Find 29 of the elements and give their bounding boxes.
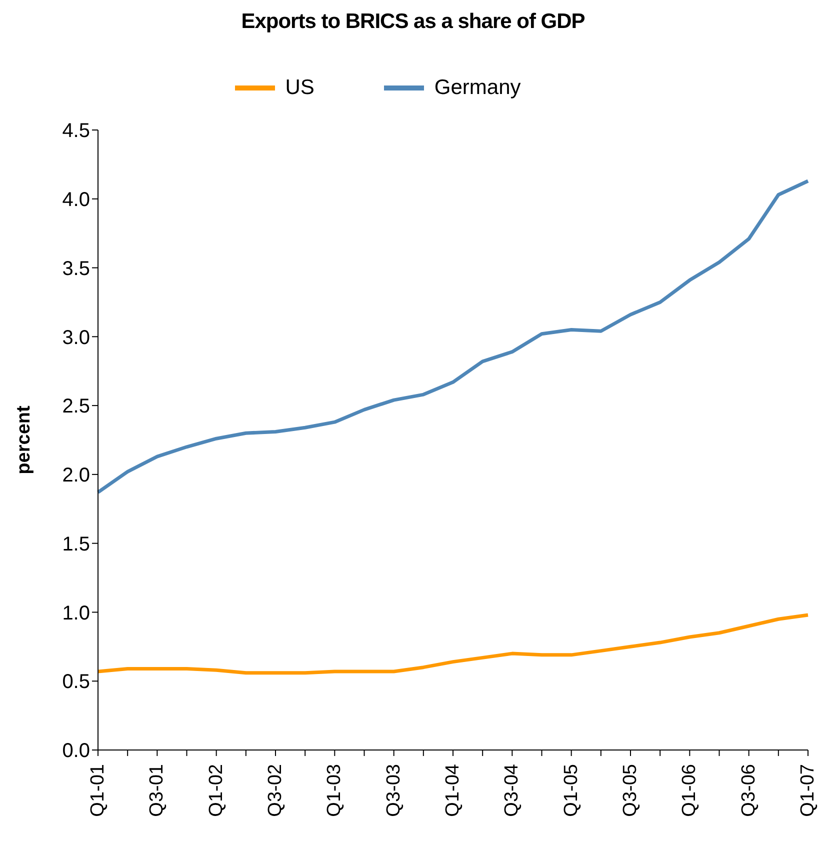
y-tick-label: 2.0 [62,464,90,487]
legend-label: Germany [434,76,521,99]
x-tick-label: Q1-03 [324,764,346,817]
x-tick-label: Q1-02 [206,764,227,817]
x-tick-label: Q3-06 [738,764,760,817]
y-tick-label: 1.5 [62,533,90,556]
y-tick-label: 4.5 [62,120,90,142]
y-tick-label: 0.0 [62,740,90,762]
line-series [96,179,810,494]
line-series [96,613,810,675]
y-tick-label: 0.5 [62,671,90,694]
legend-label: US [285,76,314,99]
y-tick-label: 3.5 [62,258,90,280]
x-tick-label: Q3-04 [502,764,523,817]
chart-title: Exports to BRICS as a share of GDP [240,10,586,35]
x-tick-label: Q1-01 [88,764,108,817]
x-tick-label: Q3-03 [383,764,404,817]
x-tick-label: Q3-02 [265,764,286,817]
y-tick-label: 3.0 [62,326,90,349]
x-tick-label: Q1-07 [798,764,818,817]
x-tick-label: Q1-06 [679,764,700,817]
x-tick-label: Q3-05 [620,764,641,817]
y-axis-title: percent [14,405,35,474]
y-tick-label: 1.0 [62,602,90,624]
y-tick-label: 4.0 [62,188,90,211]
y-tick-label: 2.5 [62,396,90,418]
x-tick-label: Q1-05 [560,764,582,817]
x-tick-label: Q1-04 [442,764,464,817]
x-tick-label: Q3-01 [146,764,168,817]
